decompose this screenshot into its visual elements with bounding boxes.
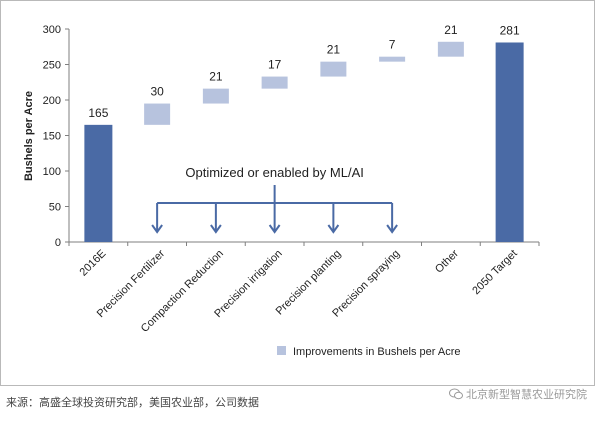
- increment-bar: [320, 61, 347, 77]
- legend-swatch: [277, 346, 286, 355]
- y-tick-label: 300: [43, 24, 61, 36]
- bar-value-label: 7: [389, 38, 396, 52]
- x-axis: [68, 241, 540, 246]
- increment-bar: [261, 76, 288, 89]
- waterfall-chart: 0 50 100 150 200 250 300 165 30 21 17 21 7 21 281 Opt…: [23, 23, 540, 358]
- value-labels: 165 30 21 17 21 7 21 281: [88, 23, 520, 120]
- watermark-text: 北京新型智慧农业研究院: [466, 388, 587, 401]
- bar-value-label: 21: [327, 43, 341, 57]
- increment-bar: [202, 88, 229, 104]
- bar-value-label: 281: [500, 23, 520, 37]
- bar-value-label: 17: [268, 58, 282, 72]
- y-tick-label: 150: [43, 131, 61, 143]
- down-arrow-icon: [327, 224, 340, 234]
- legend-label: Improvements in Bushels per Acre: [293, 346, 461, 358]
- down-arrow-icon: [210, 224, 222, 234]
- source-note: 来源：高盛全球投资研究部，美国农业部，公司数据: [6, 396, 259, 409]
- down-arrow-icon: [386, 224, 398, 234]
- increment-bar: [379, 56, 406, 62]
- y-axis-title: Bushels per Acre: [23, 91, 35, 181]
- y-tick-label: 200: [43, 95, 61, 107]
- y-tick-label: 100: [43, 166, 61, 178]
- wechat-icon: [449, 388, 463, 400]
- y-tick-label: 50: [49, 202, 61, 214]
- ml-ai-annotation: Optimized or enabled by ML/AI: [151, 165, 398, 234]
- legend: Improvements in Bushels per Acre: [277, 346, 461, 358]
- increment-bar: [144, 103, 171, 125]
- total-bar: [495, 42, 524, 242]
- bar-value-label: 165: [88, 106, 108, 120]
- total-bar: [84, 124, 113, 242]
- watermark: 北京新型智慧农业研究院: [449, 386, 587, 402]
- bars: [84, 41, 524, 242]
- category-label: Other: [433, 247, 461, 275]
- down-arrow-icon: [151, 224, 163, 234]
- chart-frame: 0 50 100 150 200 250 300 165 30 21 17 21 7 21 281 Opt…: [0, 0, 595, 386]
- category-label: 2016E: [78, 248, 109, 279]
- bar-value-label: 21: [444, 23, 458, 37]
- category-label: 2050 Target: [470, 248, 519, 297]
- annotation-text: Optimized or enabled by ML/AI: [185, 165, 363, 180]
- increment-bar: [437, 41, 464, 57]
- y-axis: 0 50 100 150 200 250 300: [43, 24, 70, 249]
- bar-value-label: 30: [150, 85, 164, 99]
- y-tick-label: 250: [43, 60, 61, 72]
- y-tick-label: 0: [55, 237, 61, 249]
- down-arrow-icon: [268, 224, 281, 234]
- bar-value-label: 21: [209, 70, 223, 84]
